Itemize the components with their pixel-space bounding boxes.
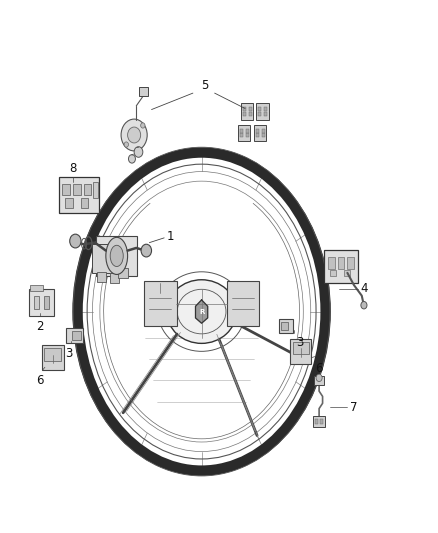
Bar: [262, 129, 265, 133]
Bar: [226, 281, 259, 326]
Circle shape: [121, 119, 147, 151]
Text: 5: 5: [201, 78, 209, 92]
Bar: [72, 331, 81, 340]
Bar: [246, 129, 249, 133]
Circle shape: [141, 244, 152, 257]
Bar: [314, 376, 324, 385]
Bar: [338, 257, 344, 269]
Bar: [258, 112, 261, 116]
Text: 6: 6: [315, 362, 323, 375]
Text: 7: 7: [350, 400, 357, 414]
Circle shape: [127, 127, 141, 143]
Bar: [293, 342, 309, 354]
Bar: [328, 257, 335, 269]
Ellipse shape: [167, 280, 237, 343]
Bar: [96, 236, 138, 276]
Circle shape: [141, 123, 145, 128]
Bar: [34, 296, 39, 309]
Bar: [256, 103, 268, 120]
Text: R: R: [199, 309, 204, 314]
Text: 4: 4: [360, 282, 368, 295]
Bar: [238, 125, 251, 141]
Bar: [256, 129, 258, 133]
Polygon shape: [195, 300, 208, 323]
Text: 6: 6: [36, 374, 43, 386]
Bar: [249, 112, 252, 116]
Bar: [30, 285, 43, 291]
Bar: [344, 270, 350, 276]
Bar: [315, 419, 318, 424]
Bar: [118, 268, 128, 278]
Bar: [258, 107, 261, 111]
Bar: [44, 296, 49, 309]
Bar: [45, 348, 61, 361]
Bar: [59, 177, 99, 213]
Bar: [321, 419, 323, 424]
Bar: [279, 319, 293, 333]
Bar: [66, 328, 83, 343]
Bar: [264, 112, 267, 116]
Bar: [81, 198, 88, 208]
Bar: [313, 416, 325, 426]
Bar: [290, 338, 311, 364]
Bar: [256, 133, 258, 137]
Bar: [42, 345, 64, 370]
Circle shape: [134, 147, 143, 157]
Circle shape: [70, 234, 81, 248]
Bar: [92, 244, 116, 273]
Circle shape: [361, 302, 367, 309]
Circle shape: [124, 142, 128, 147]
Bar: [347, 257, 354, 269]
Bar: [240, 133, 243, 137]
Bar: [249, 107, 252, 111]
Bar: [240, 129, 243, 133]
Text: 8: 8: [70, 163, 77, 175]
Bar: [330, 270, 336, 276]
Bar: [264, 107, 267, 111]
Text: 2: 2: [36, 319, 43, 333]
Bar: [97, 272, 106, 282]
Bar: [254, 125, 266, 141]
Bar: [324, 250, 358, 283]
Bar: [243, 112, 246, 116]
Bar: [65, 198, 73, 208]
Ellipse shape: [106, 237, 127, 274]
Bar: [241, 103, 253, 120]
Bar: [62, 184, 70, 196]
Bar: [262, 133, 265, 137]
Bar: [84, 184, 92, 196]
Bar: [243, 107, 246, 111]
Text: 3: 3: [65, 347, 73, 360]
Ellipse shape: [110, 245, 123, 266]
Circle shape: [316, 374, 322, 382]
Bar: [246, 133, 249, 137]
Bar: [29, 289, 54, 316]
Text: 1: 1: [167, 230, 174, 243]
Bar: [139, 87, 148, 96]
Bar: [110, 273, 119, 283]
Bar: [281, 322, 288, 329]
Bar: [73, 184, 81, 196]
Bar: [144, 281, 177, 326]
Bar: [93, 182, 98, 198]
Text: 3: 3: [296, 336, 303, 349]
Circle shape: [128, 155, 135, 163]
